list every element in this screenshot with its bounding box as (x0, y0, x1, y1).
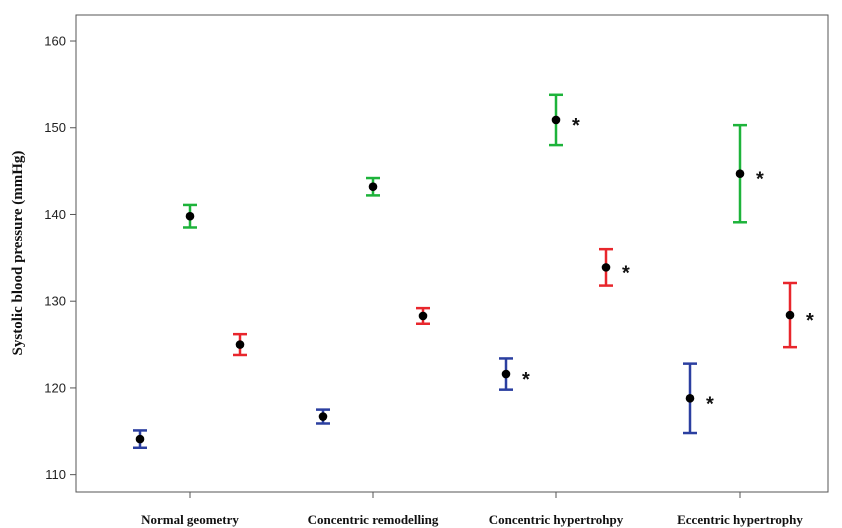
data-marks: * * * * * * (133, 93, 814, 450)
mean-point (685, 394, 695, 403)
x-category-label: Concentric remodelling (308, 512, 439, 527)
error-bar-group (233, 332, 247, 357)
y-axis-title: Systolic blood pressure (mmHg) (10, 151, 26, 356)
significance-asterisk: * (522, 369, 530, 391)
error-bar-group (133, 429, 147, 450)
significance-asterisk: * (806, 310, 814, 332)
significance-asterisk: * (572, 115, 580, 137)
error-bar-group (183, 203, 197, 229)
y-tick-label: 130 (44, 294, 66, 309)
x-category-label: Eccentric hypertrophy (677, 512, 803, 527)
mean-point (135, 434, 145, 444)
error-bar-group (316, 408, 330, 425)
y-tick-label: 120 (44, 380, 66, 395)
error-bar-group (366, 176, 380, 197)
error-bar-group: * (499, 357, 530, 391)
significance-asterisk: * (756, 169, 764, 191)
mean-point (368, 182, 378, 192)
significance-asterisk: * (706, 393, 714, 415)
mean-point (185, 211, 195, 221)
y-tick-label: 150 (44, 120, 66, 135)
error-bar-group: * (733, 123, 764, 224)
y-tick-label: 140 (44, 207, 66, 222)
mean-point (235, 340, 245, 349)
error-bar-group: * (683, 362, 714, 435)
error-bar-group: * (783, 281, 814, 349)
y-tick-label: 160 (44, 34, 66, 49)
mean-point (418, 311, 428, 321)
mean-point (785, 310, 795, 320)
error-bar-group: * (549, 93, 580, 147)
x-category-label: Concentric hypertrohpy (489, 512, 624, 527)
error-bar-group (416, 306, 430, 325)
mean-point (601, 263, 611, 272)
mean-point (318, 412, 328, 421)
error-bar-group: * (599, 247, 630, 287)
mean-point (735, 169, 745, 179)
x-category-label: Normal geometry (141, 512, 239, 527)
y-tick-label: 110 (45, 467, 66, 482)
y-axis: 110 120 130 140 150 160 (44, 34, 76, 482)
plot-frame (75, 14, 829, 493)
mean-point (501, 369, 511, 379)
mean-point (551, 115, 561, 125)
x-axis: Normal geometry Concentric remodelling Con… (141, 492, 803, 527)
significance-asterisk: * (622, 262, 630, 284)
